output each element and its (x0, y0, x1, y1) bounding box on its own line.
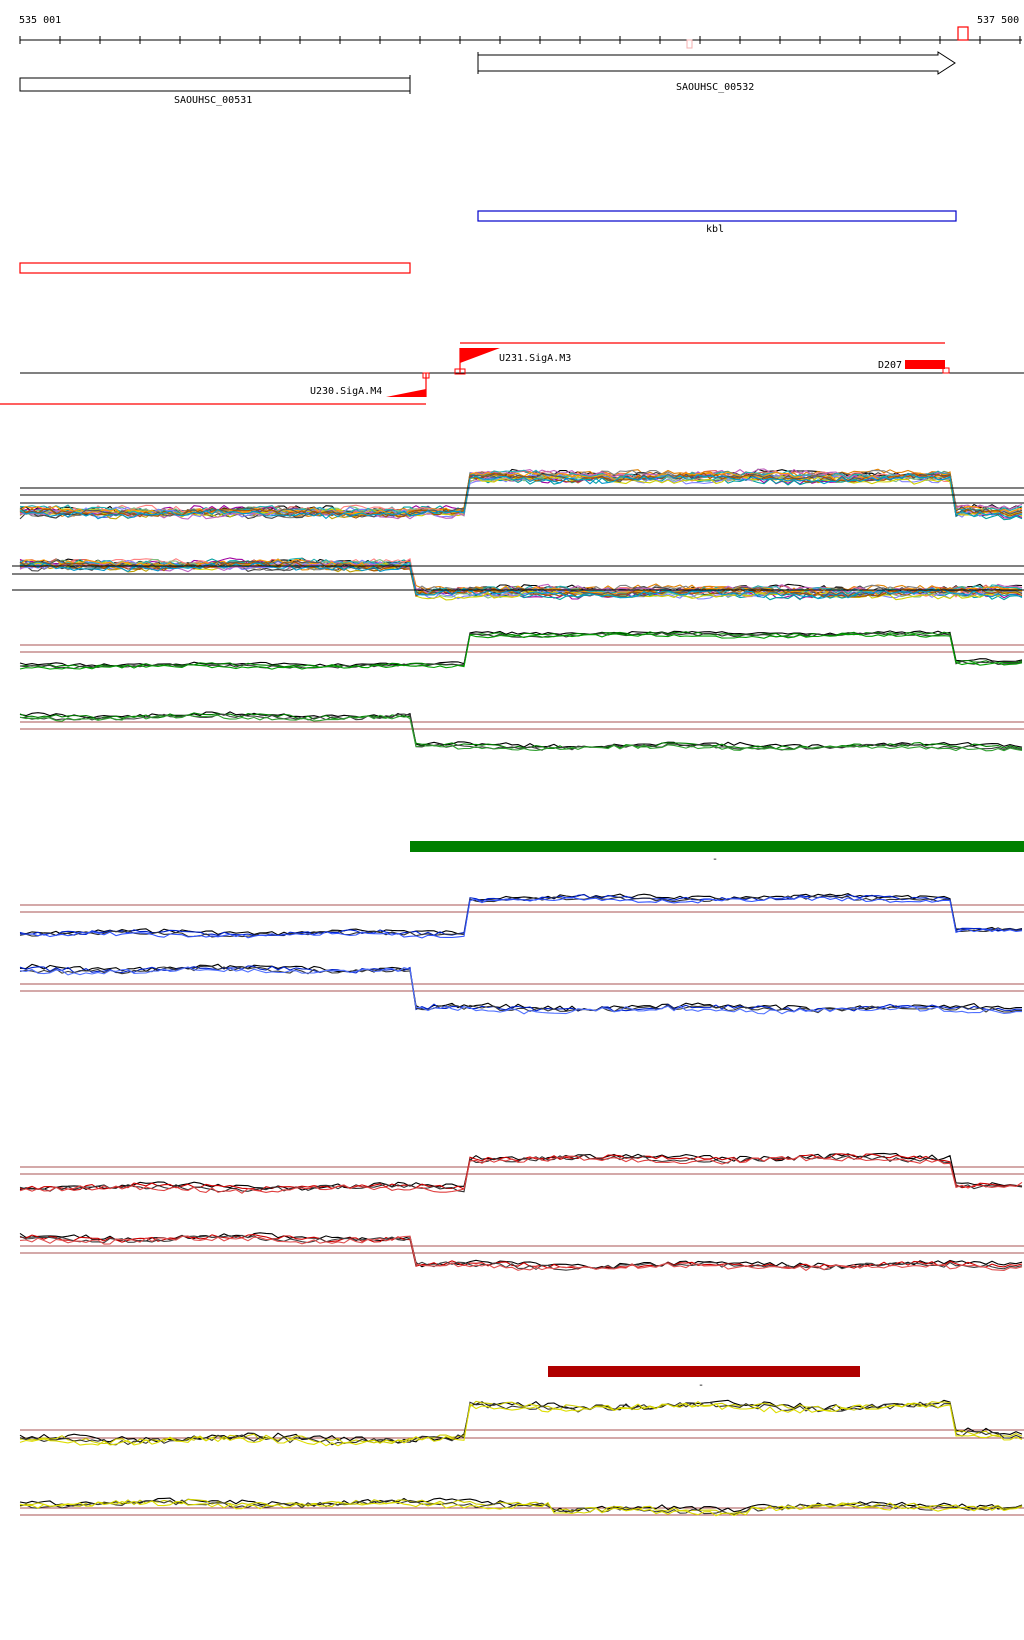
signal-trace (19, 632, 1023, 670)
signal-trace (19, 1234, 1023, 1270)
annotation-track-blue: kbl (477, 210, 957, 235)
expression-yellow-forward (19, 1399, 1024, 1447)
gene-label-00531: SAOUHSC_00531 (174, 95, 252, 106)
green-segment-bar[interactable] (410, 841, 1024, 852)
signal-trace (19, 471, 1023, 517)
darkred-segment-bar[interactable] (548, 1366, 860, 1377)
expression-yellow-reverse (19, 1497, 1024, 1517)
signal-trace (19, 711, 1023, 749)
annotation-track-red (19, 262, 411, 274)
gene-saouhsc-00532-arrow[interactable] (477, 51, 956, 75)
promoter-u230-flag-icon (386, 389, 426, 397)
green-segment-label: - (712, 854, 718, 865)
signal-trace (19, 561, 1023, 597)
promoter-u231-tick (454, 368, 466, 375)
expression-multi-reverse (12, 557, 1024, 601)
darkred-segment-label: - (698, 1380, 704, 1391)
signal-trace (19, 1235, 1023, 1272)
ruler-start-label: 535 001 (19, 15, 61, 26)
promoter-u231-label: U231.SigA.M3 (499, 353, 571, 364)
ruler-marker (957, 26, 969, 41)
expression-red-reverse (19, 1232, 1024, 1272)
signal-trace (19, 966, 1022, 1015)
signal-trace (19, 1401, 1023, 1446)
signal-trace (19, 1402, 1023, 1447)
ruler-ticks (19, 36, 1021, 44)
green-segment-track: - (410, 841, 1024, 865)
promoter-d207-box[interactable] (905, 360, 945, 369)
gene-saouhsc-00531[interactable] (19, 77, 411, 92)
promoter-track: U231.SigA.M3 U230.SigA.M4 D207 (0, 342, 1024, 405)
signal-trace (19, 633, 1023, 670)
gene-label-00532: SAOUHSC_00532 (676, 82, 754, 93)
promoter-u231-flag-icon (460, 348, 500, 363)
gene-track: SAOUHSC_00531 SAOUHSC_00532 (19, 51, 956, 106)
expression-green-reverse (19, 711, 1024, 752)
annotation-red-box[interactable] (19, 262, 411, 274)
promoter-d207-label: D207 (878, 360, 902, 371)
signal-trace (19, 472, 1023, 518)
expression-multi-forward (19, 468, 1024, 521)
coordinate-ruler: 535 001 537 500 (19, 15, 1022, 49)
expression-blue-reverse (19, 963, 1024, 1015)
signal-trace (19, 469, 1023, 516)
signal-trace (19, 714, 1023, 752)
expression-green-forward (19, 630, 1024, 670)
signal-trace (19, 1232, 1023, 1269)
signal-trace (19, 965, 1022, 1013)
annotation-kbl-label: kbl (706, 224, 724, 235)
darkred-segment-track: - (548, 1366, 860, 1391)
signal-trace (19, 712, 1023, 750)
annotation-kbl[interactable] (477, 210, 957, 222)
signal-trace (19, 1155, 1023, 1194)
signal-trace (19, 1500, 1023, 1517)
signal-trace (19, 473, 1023, 520)
signal-trace (19, 562, 1023, 600)
signal-trace (19, 472, 1023, 519)
signal-trace (19, 713, 1023, 751)
signal-trace (19, 1400, 1023, 1445)
ruler-end-label: 537 500 (977, 15, 1019, 26)
expression-red-forward (19, 1152, 1024, 1194)
promoter-d207-tick (942, 367, 950, 374)
expression-blue-forward (19, 893, 1024, 939)
signal-trace (19, 560, 1023, 598)
signal-trace (19, 896, 1023, 939)
ruler-small-marker (686, 39, 693, 49)
promoter-u230-tick (422, 372, 430, 379)
promoter-u230-label: U230.SigA.M4 (310, 386, 382, 397)
